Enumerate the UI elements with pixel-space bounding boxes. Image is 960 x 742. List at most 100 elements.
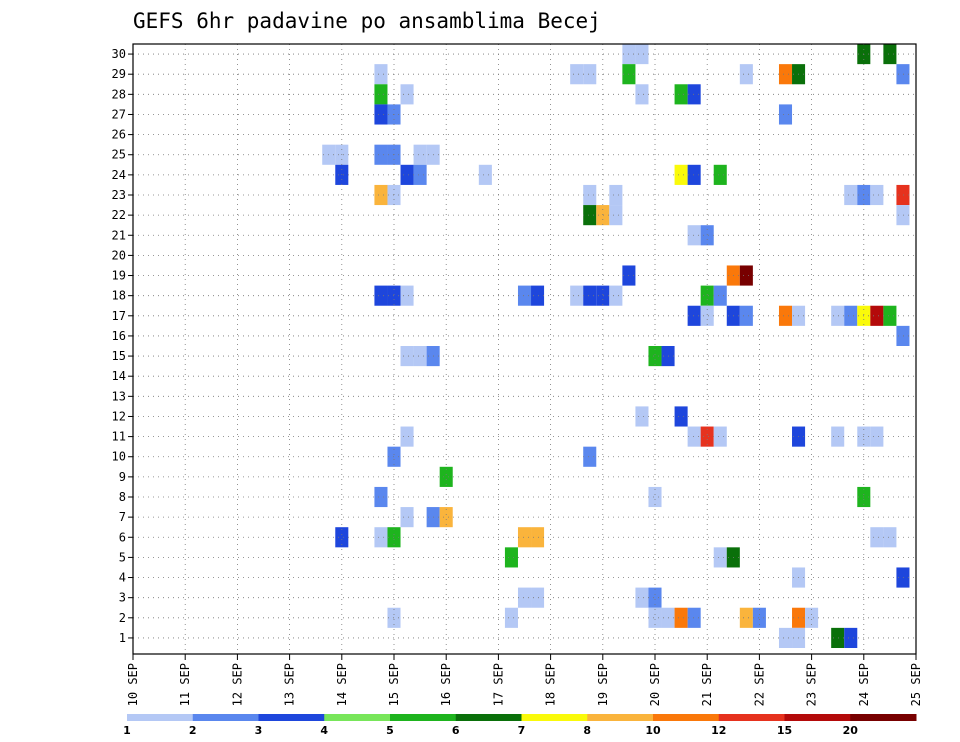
heatmap-cell [700,225,714,246]
heatmap-cell [648,486,662,508]
heatmap-cell [596,205,610,226]
heatmap-cell [870,426,884,447]
y-axis: 1234567891011121314151617181920212223242… [112,47,133,645]
heatmap-cell [844,184,858,206]
heatmap-cell [831,305,845,326]
heatmap-cell [674,406,688,427]
heatmap-cell [439,466,453,487]
y-tick-label: 7 [119,510,126,524]
colorbar-segment [192,714,259,721]
colorbar-segment [390,714,457,721]
heatmap-cell [374,144,388,165]
heatmap-cell [739,64,753,85]
y-tick-label: 5 [119,550,126,564]
colorbar-segment [587,714,654,721]
x-tick-label: 13 SEP [283,663,297,706]
y-tick-label: 16 [112,329,126,343]
colorbar-label: 2 [189,724,197,737]
heatmap-cell [517,285,532,306]
heatmap-cell [478,164,492,185]
y-tick-label: 14 [112,369,126,383]
heatmap-cell [335,527,349,548]
heatmap-cell [531,587,545,608]
colorbar-segment [258,714,325,721]
heatmap-cell [778,64,793,85]
heatmap-cell [517,527,532,548]
y-tick-label: 23 [112,188,126,202]
colorbar-segment [653,714,720,721]
heatmap-cell [648,587,662,608]
x-axis: 10 SEP 11 SEP 12 SEP 13 SEP 14 SEP 15 SEP 16 S… [126,654,923,706]
heatmap-cell [870,527,884,548]
heatmap-cell [739,265,753,286]
heatmap-cell [374,285,388,306]
y-tick-label: 24 [112,168,126,182]
heatmap-cell [870,305,884,326]
x-tick-label: 19 SEP [596,663,610,706]
heatmap-cell [713,547,727,568]
colorbar-segment [455,714,522,721]
heatmap-cell [531,527,545,548]
y-tick-label: 2 [119,611,126,625]
heatmap-cell [635,587,649,608]
colorbar-label: 4 [320,724,328,737]
heatmap-cell [439,507,453,528]
y-tick-label: 22 [112,208,126,222]
heatmap-cell [687,607,701,628]
y-tick-label: 1 [119,631,126,645]
heatmap-cell [674,84,688,105]
heatmap-cell [896,64,910,85]
heatmap-cell [805,607,819,628]
colorbar-label: 6 [452,724,460,737]
heatmap-cell [896,567,910,588]
colorbar: 1 2 3 4 5 6 7 8 10 12 15 20 [123,714,917,737]
colorbar-segment [127,714,194,721]
heatmap-cell [374,104,388,125]
colorbar-segment [521,714,588,721]
heatmap-cell [687,305,701,326]
x-tick-label: 15 SEP [387,663,401,706]
heatmap-cell [400,285,414,306]
heatmap-cell [635,84,649,105]
heatmap-cell [883,527,897,548]
y-tick-label: 19 [112,269,126,283]
heatmap-cell [687,225,701,246]
colorbar-segment [718,714,785,721]
heatmap-cell [374,84,388,105]
heatmap-cell [739,607,753,628]
heatmap-cell [517,587,532,608]
heatmap-cell [570,285,584,306]
heatmap-cell [583,285,597,306]
heatmap-cell [713,164,727,185]
plot-frame [132,43,917,655]
heatmap-cell [374,486,388,508]
heatmap-cell [687,426,701,447]
heatmap-cell [583,64,597,85]
heatmap-cell [778,627,793,648]
grid-lines [133,44,916,654]
y-tick-label: 28 [112,87,126,101]
y-tick-label: 17 [112,309,126,323]
colorbar-label: 20 [843,724,859,737]
y-tick-label: 8 [119,490,126,504]
heatmap-cell [896,184,910,206]
heatmap-cell [570,64,584,85]
heatmap-cell [400,346,414,367]
colorbar-label: 5 [386,724,394,737]
heatmap-cell [596,285,610,306]
heatmap-cell [413,144,427,165]
x-tick-label: 14 SEP [335,663,349,706]
heatmap-cell [778,305,793,326]
x-tick-label: 20 SEP [648,663,662,706]
heatmap-cell [413,164,427,185]
x-tick-label: 24 SEP [857,663,871,706]
colorbar-segment [850,714,917,721]
heatmap-cell [583,205,597,226]
heatmap-cell [609,184,623,206]
x-tick-label: 21 SEP [700,663,714,706]
y-tick-label: 29 [112,67,126,81]
heatmap-cell [752,607,766,628]
y-tick-label: 10 [112,450,126,464]
x-tick-label: 11 SEP [178,663,192,706]
